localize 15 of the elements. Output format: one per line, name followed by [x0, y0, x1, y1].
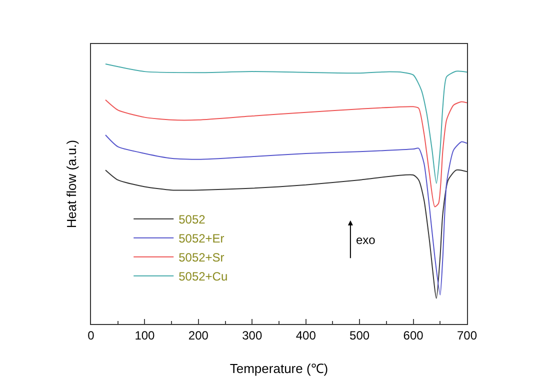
- x-tick-label: 300: [242, 328, 262, 342]
- x-tick-label: 200: [188, 328, 209, 342]
- x-tick-label: 100: [134, 328, 156, 342]
- annotation: exo: [356, 233, 376, 247]
- x-axis-title: Temperature (℃): [230, 361, 328, 376]
- x-tick-label: 500: [350, 328, 370, 342]
- legend-label: 5052+Sr: [178, 250, 224, 265]
- x-tick-label: 600: [403, 328, 424, 342]
- legend-label: 5052: [178, 212, 206, 227]
- x-tick-label: 0: [88, 328, 95, 342]
- x-tick-label: 700: [456, 328, 478, 342]
- x-tick-label: 400: [296, 328, 316, 342]
- legend-label: 5052+Er: [178, 232, 224, 246]
- legend-label: 5052+Cu: [178, 270, 228, 284]
- y-axis-title: Heat flow (a.u.): [64, 140, 79, 228]
